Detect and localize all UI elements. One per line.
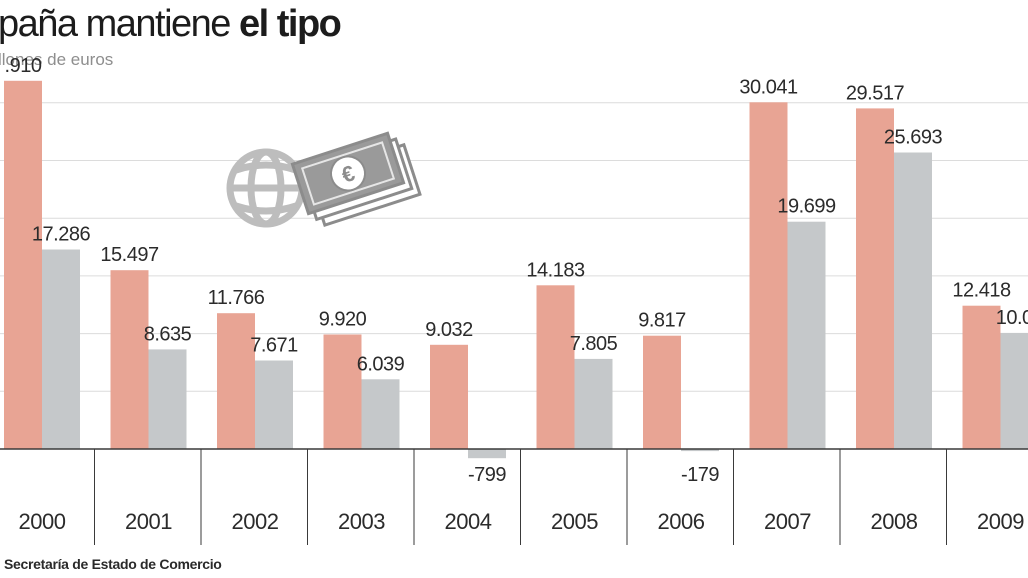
bar-a-2000 (4, 80, 42, 450)
bar-b-2000 (42, 249, 80, 449)
banknotes-euro-icon: € (290, 131, 422, 228)
bar-b-2005 (574, 358, 613, 449)
value-label: 7.805 (570, 333, 618, 355)
value-label: 19.699 (777, 196, 836, 218)
bar-a-2005 (536, 285, 575, 449)
value-label: 6.039 (357, 353, 405, 375)
bar-b-2009 (1000, 332, 1028, 449)
value-label: 30.041 (739, 76, 798, 98)
bar-b-2001 (148, 349, 187, 449)
value-label: 25.693 (884, 127, 943, 149)
bars (4, 80, 1028, 459)
year-labels: 2000 2001 2002 2003 2004 2005 2006 2007 2008 2009 (19, 509, 1025, 534)
value-label: 15.497 (100, 244, 159, 266)
chart-subtitle: llones de euros (0, 50, 114, 69)
chart-title: paña mantiene el tipo (0, 2, 342, 46)
bar-a-2002 (217, 313, 255, 449)
chart-title-bold: el tipo (238, 3, 342, 45)
value-label: 29.517 (846, 82, 905, 104)
value-label: -799 (468, 464, 506, 486)
value-label: 9.032 (425, 319, 473, 341)
bar-b-2006 (681, 449, 719, 452)
bar-a-2001 (110, 270, 149, 449)
value-label: .910 (5, 55, 42, 77)
value-label: 8.635 (144, 323, 192, 345)
year-label: 2001 (125, 509, 172, 534)
bar-b-2007 (787, 221, 826, 449)
year-label: 2005 (551, 509, 598, 534)
bar-a-2009 (962, 305, 1001, 449)
value-label: 9.817 (638, 310, 686, 332)
value-label: -179 (681, 464, 719, 486)
year-label: 2006 (658, 509, 705, 534)
value-label: 12.418 (952, 280, 1011, 302)
year-label: 2003 (338, 509, 385, 534)
globe-icon (226, 148, 306, 228)
value-label: 10.06 (996, 307, 1028, 329)
value-labels: .910 17.286 15.497 8.635 11.766 7.671 9.920 6.0… (5, 55, 1028, 486)
source-note: : Secretaría de Estado de Comercio (0, 556, 222, 572)
year-label: 2002 (232, 509, 279, 534)
bar-a-2007 (749, 102, 788, 450)
value-label: 14.183 (526, 259, 585, 281)
value-label: 9.920 (319, 309, 367, 331)
year-label: 2008 (871, 509, 918, 534)
bar-a-2004 (430, 344, 468, 449)
bar-b-2004 (468, 449, 506, 459)
year-label: 2004 (445, 509, 492, 534)
category-separators (94, 449, 947, 545)
value-label: 7.671 (250, 335, 298, 357)
bar-b-2008 (894, 152, 932, 449)
bar-b-2002 (255, 360, 293, 449)
value-label: 11.766 (208, 287, 265, 309)
bar-a-2008 (856, 108, 894, 450)
year-label: 2009 (977, 509, 1024, 534)
bar-b-2003 (361, 379, 400, 449)
decoration: € (226, 131, 422, 228)
year-label: 2000 (19, 509, 66, 534)
value-label: 17.286 (32, 224, 91, 246)
chart-title-light: paña mantiene (0, 3, 231, 45)
year-label: 2007 (764, 509, 811, 534)
bar-a-2003 (323, 334, 362, 449)
bar-a-2006 (643, 335, 681, 449)
